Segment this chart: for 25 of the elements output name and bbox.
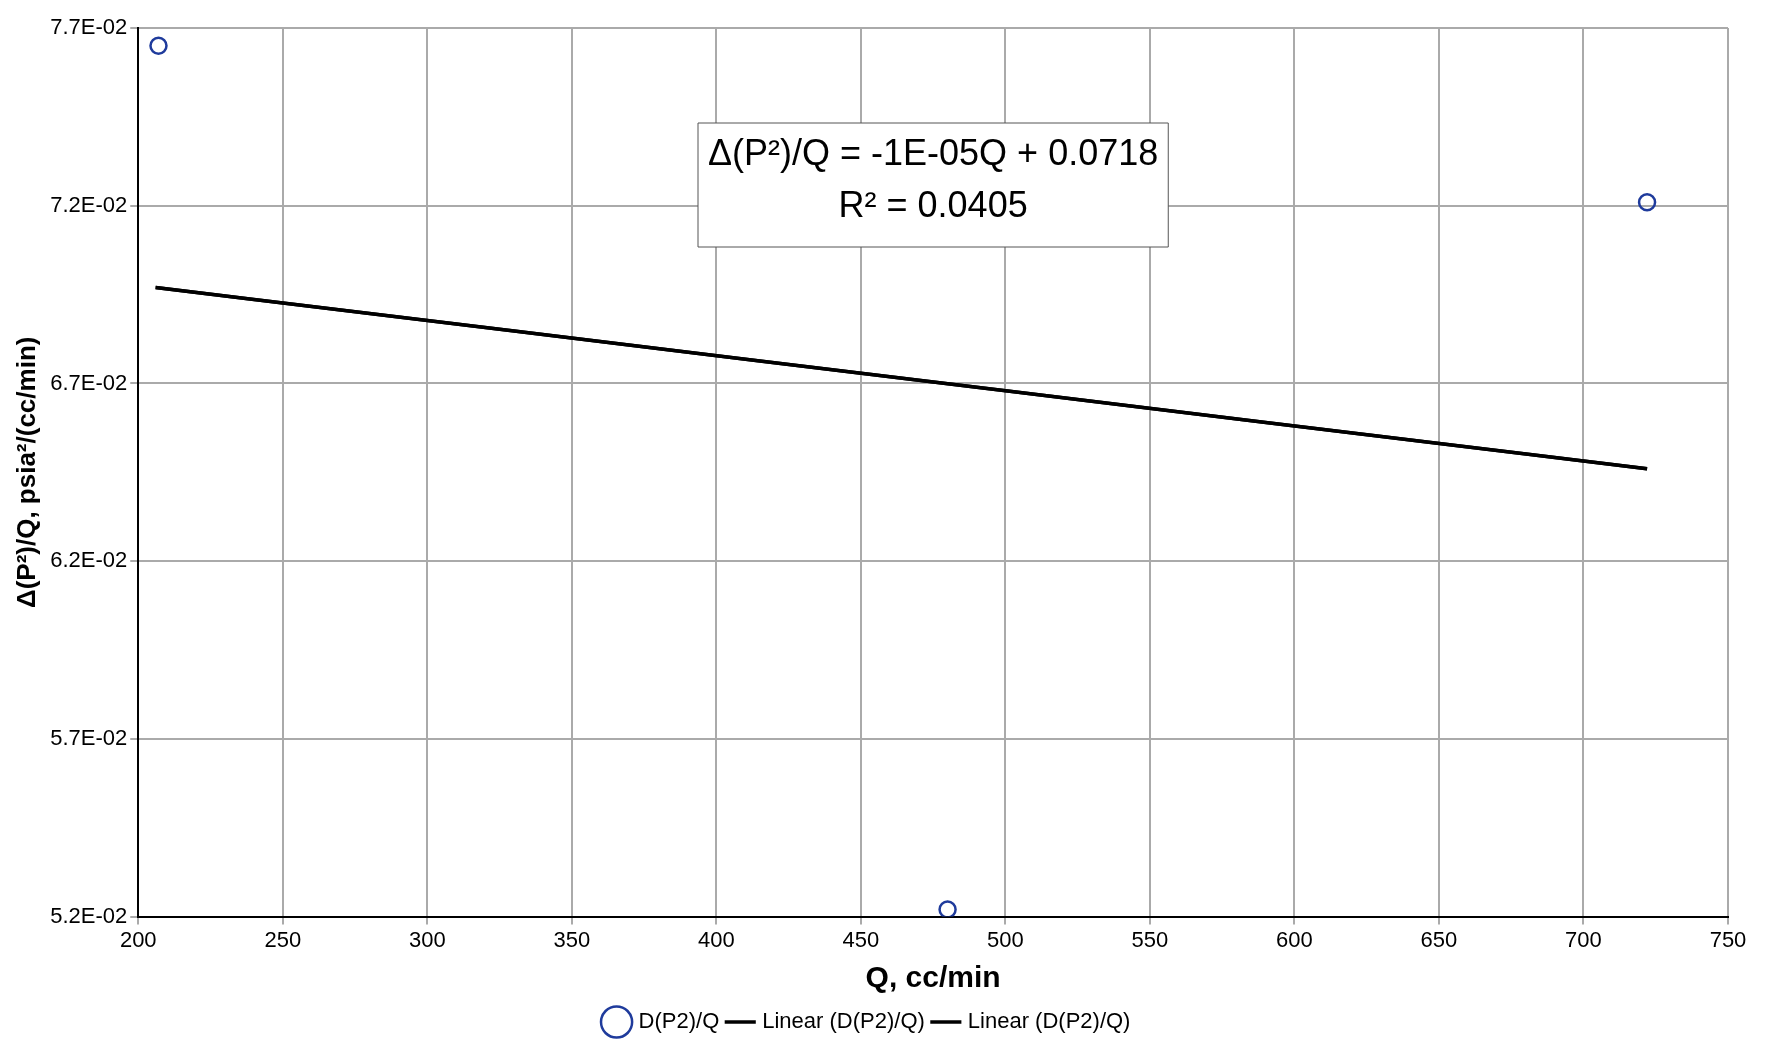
y-tick-label: 5.7E-02	[50, 724, 128, 750]
x-tick-label: 650	[1420, 926, 1458, 952]
x-tick-label: 250	[264, 926, 302, 952]
y-tick-label: 7.2E-02	[50, 191, 128, 217]
x-tick-label: 350	[553, 926, 591, 952]
legend-label: Linear (D(P2)/Q)	[762, 1008, 925, 1034]
x-tick-label: 300	[408, 926, 446, 952]
y-axis-title: Δ(P²)/Q, psia²/(cc/min)	[10, 336, 41, 609]
x-tick-label: 450	[842, 926, 880, 952]
x-tick-label: 600	[1276, 926, 1313, 952]
x-tick-label: 750	[1709, 926, 1747, 952]
y-tick-label: 5.2E-02	[50, 902, 128, 928]
annotation: Δ(P²)/Q = -1E-05Q + 0.0718	[708, 131, 1159, 173]
x-tick-label: 700	[1565, 926, 1602, 952]
y-tick-label: 6.2E-02	[50, 547, 128, 573]
x-tick-label: 550	[1131, 926, 1169, 952]
legend-label: D(P2)/Q	[638, 1008, 720, 1034]
y-tick-label: 6.7E-02	[50, 369, 128, 395]
x-tick-label: 200	[119, 926, 157, 952]
x-tick-label: 400	[697, 926, 735, 952]
legend-label: Linear (D(P2)/Q)	[967, 1008, 1131, 1034]
x-tick-label: 500	[987, 926, 1024, 952]
y-tick-label: 7.7E-02	[50, 14, 128, 40]
x-axis-title: Q, cc/min	[865, 960, 1001, 994]
annotation: R² = 0.0405	[838, 183, 1028, 225]
